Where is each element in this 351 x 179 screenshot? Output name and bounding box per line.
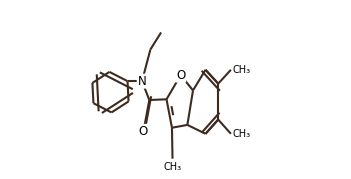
Text: N: N [138, 75, 146, 88]
Text: O: O [139, 125, 148, 138]
Text: CH₃: CH₃ [232, 129, 251, 139]
Text: O: O [176, 69, 185, 82]
Text: CH₃: CH₃ [232, 65, 251, 75]
Text: CH₃: CH₃ [164, 162, 181, 171]
